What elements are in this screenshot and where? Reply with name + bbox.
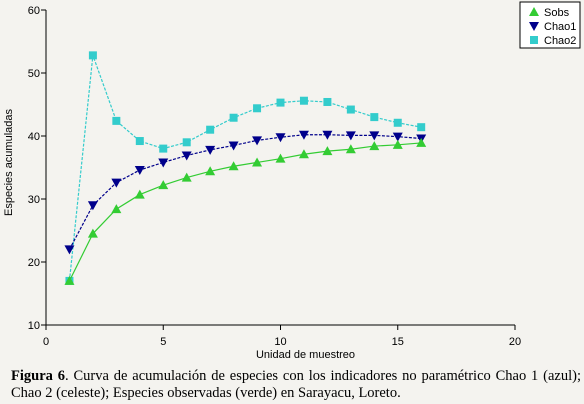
legend-marker-chao2	[530, 36, 538, 44]
data-point-chao2	[159, 144, 168, 153]
data-point-sobs	[181, 172, 192, 182]
data-point-sobs	[87, 228, 98, 238]
legend-label-sobs: Sobs	[544, 7, 570, 19]
y-tick-label: 40	[28, 131, 40, 143]
data-point-sobs	[205, 166, 216, 176]
y-tick-label: 50	[28, 68, 40, 80]
data-point-sobs	[345, 144, 356, 154]
data-point-chao1	[322, 130, 333, 140]
data-point-sobs	[228, 161, 239, 171]
data-point-chao2	[346, 105, 355, 114]
x-tick-label: 5	[160, 336, 166, 348]
data-point-sobs	[64, 275, 75, 285]
chart-series	[64, 51, 427, 285]
caption-text: . Curva de acumulación de especies con l…	[11, 368, 581, 401]
data-point-chao2	[112, 116, 121, 125]
data-point-chao2	[88, 51, 97, 60]
data-point-sobs	[111, 204, 122, 214]
data-point-chao2	[393, 118, 402, 127]
y-tick-label: 10	[28, 320, 40, 332]
data-point-sobs	[392, 139, 403, 149]
data-point-sobs	[134, 189, 145, 199]
series-sobs	[64, 137, 427, 285]
legend-label-chao2: Chao2	[544, 35, 576, 47]
data-point-chao1	[158, 158, 169, 168]
data-point-chao2	[323, 97, 332, 106]
data-point-chao2	[229, 113, 238, 122]
legend-marker-sobs	[529, 7, 539, 16]
caption-label: Figura 6	[11, 368, 65, 384]
data-point-chao2	[370, 113, 379, 122]
data-point-sobs	[275, 153, 286, 163]
legend-label-chao1: Chao1	[544, 21, 576, 33]
data-point-chao1	[87, 201, 98, 211]
series-line-chao1	[68, 134, 422, 250]
data-point-chao1	[181, 151, 192, 161]
data-point-chao1	[345, 131, 356, 141]
data-point-chao2	[276, 98, 285, 107]
data-point-chao2	[417, 123, 426, 132]
data-point-chao1	[252, 136, 263, 146]
data-point-chao2	[206, 125, 215, 134]
data-point-chao2	[182, 138, 191, 147]
x-axis-title: Unidad de muestreo	[256, 349, 355, 361]
data-point-chao1	[228, 141, 239, 151]
series-chao1	[64, 130, 427, 255]
chart-legend: Sobs Chao1 Chao2	[519, 1, 581, 49]
data-point-sobs	[369, 141, 380, 151]
x-tick-label: 10	[274, 336, 286, 348]
y-tick-label: 30	[28, 194, 40, 206]
data-point-sobs	[158, 180, 169, 190]
series-line-sobs	[68, 142, 422, 282]
y-axis-title: Especies acumuladas	[3, 109, 15, 217]
data-point-chao1	[392, 132, 403, 142]
data-point-sobs	[298, 149, 309, 159]
data-point-sobs	[322, 146, 333, 156]
y-tick-label: 20	[28, 257, 40, 269]
data-point-chao1	[64, 245, 75, 255]
series-chao2	[65, 51, 426, 285]
data-point-chao2	[299, 96, 308, 105]
data-point-chao2	[253, 104, 262, 113]
data-point-chao1	[111, 178, 122, 188]
data-point-chao1	[275, 133, 286, 143]
chart-axes: 10 20 30 40 50 60 0 5 10 15 20 Unidad de muestreo Es…	[3, 5, 521, 361]
legend-marker-chao1	[529, 22, 539, 31]
figure-caption: Figura 6. Curva de acumulación de especi…	[11, 368, 581, 402]
data-point-chao1	[369, 131, 380, 141]
data-point-chao1	[134, 166, 145, 176]
data-point-sobs	[252, 157, 263, 167]
data-point-chao1	[205, 145, 216, 155]
data-point-chao2	[135, 137, 144, 146]
data-point-sobs	[416, 137, 427, 147]
x-tick-label: 15	[392, 336, 404, 348]
series-line-chao2	[68, 55, 422, 281]
x-tick-label: 0	[43, 336, 49, 348]
y-tick-label: 60	[28, 5, 40, 17]
data-point-chao1	[298, 130, 309, 140]
x-tick-label: 20	[509, 336, 521, 348]
